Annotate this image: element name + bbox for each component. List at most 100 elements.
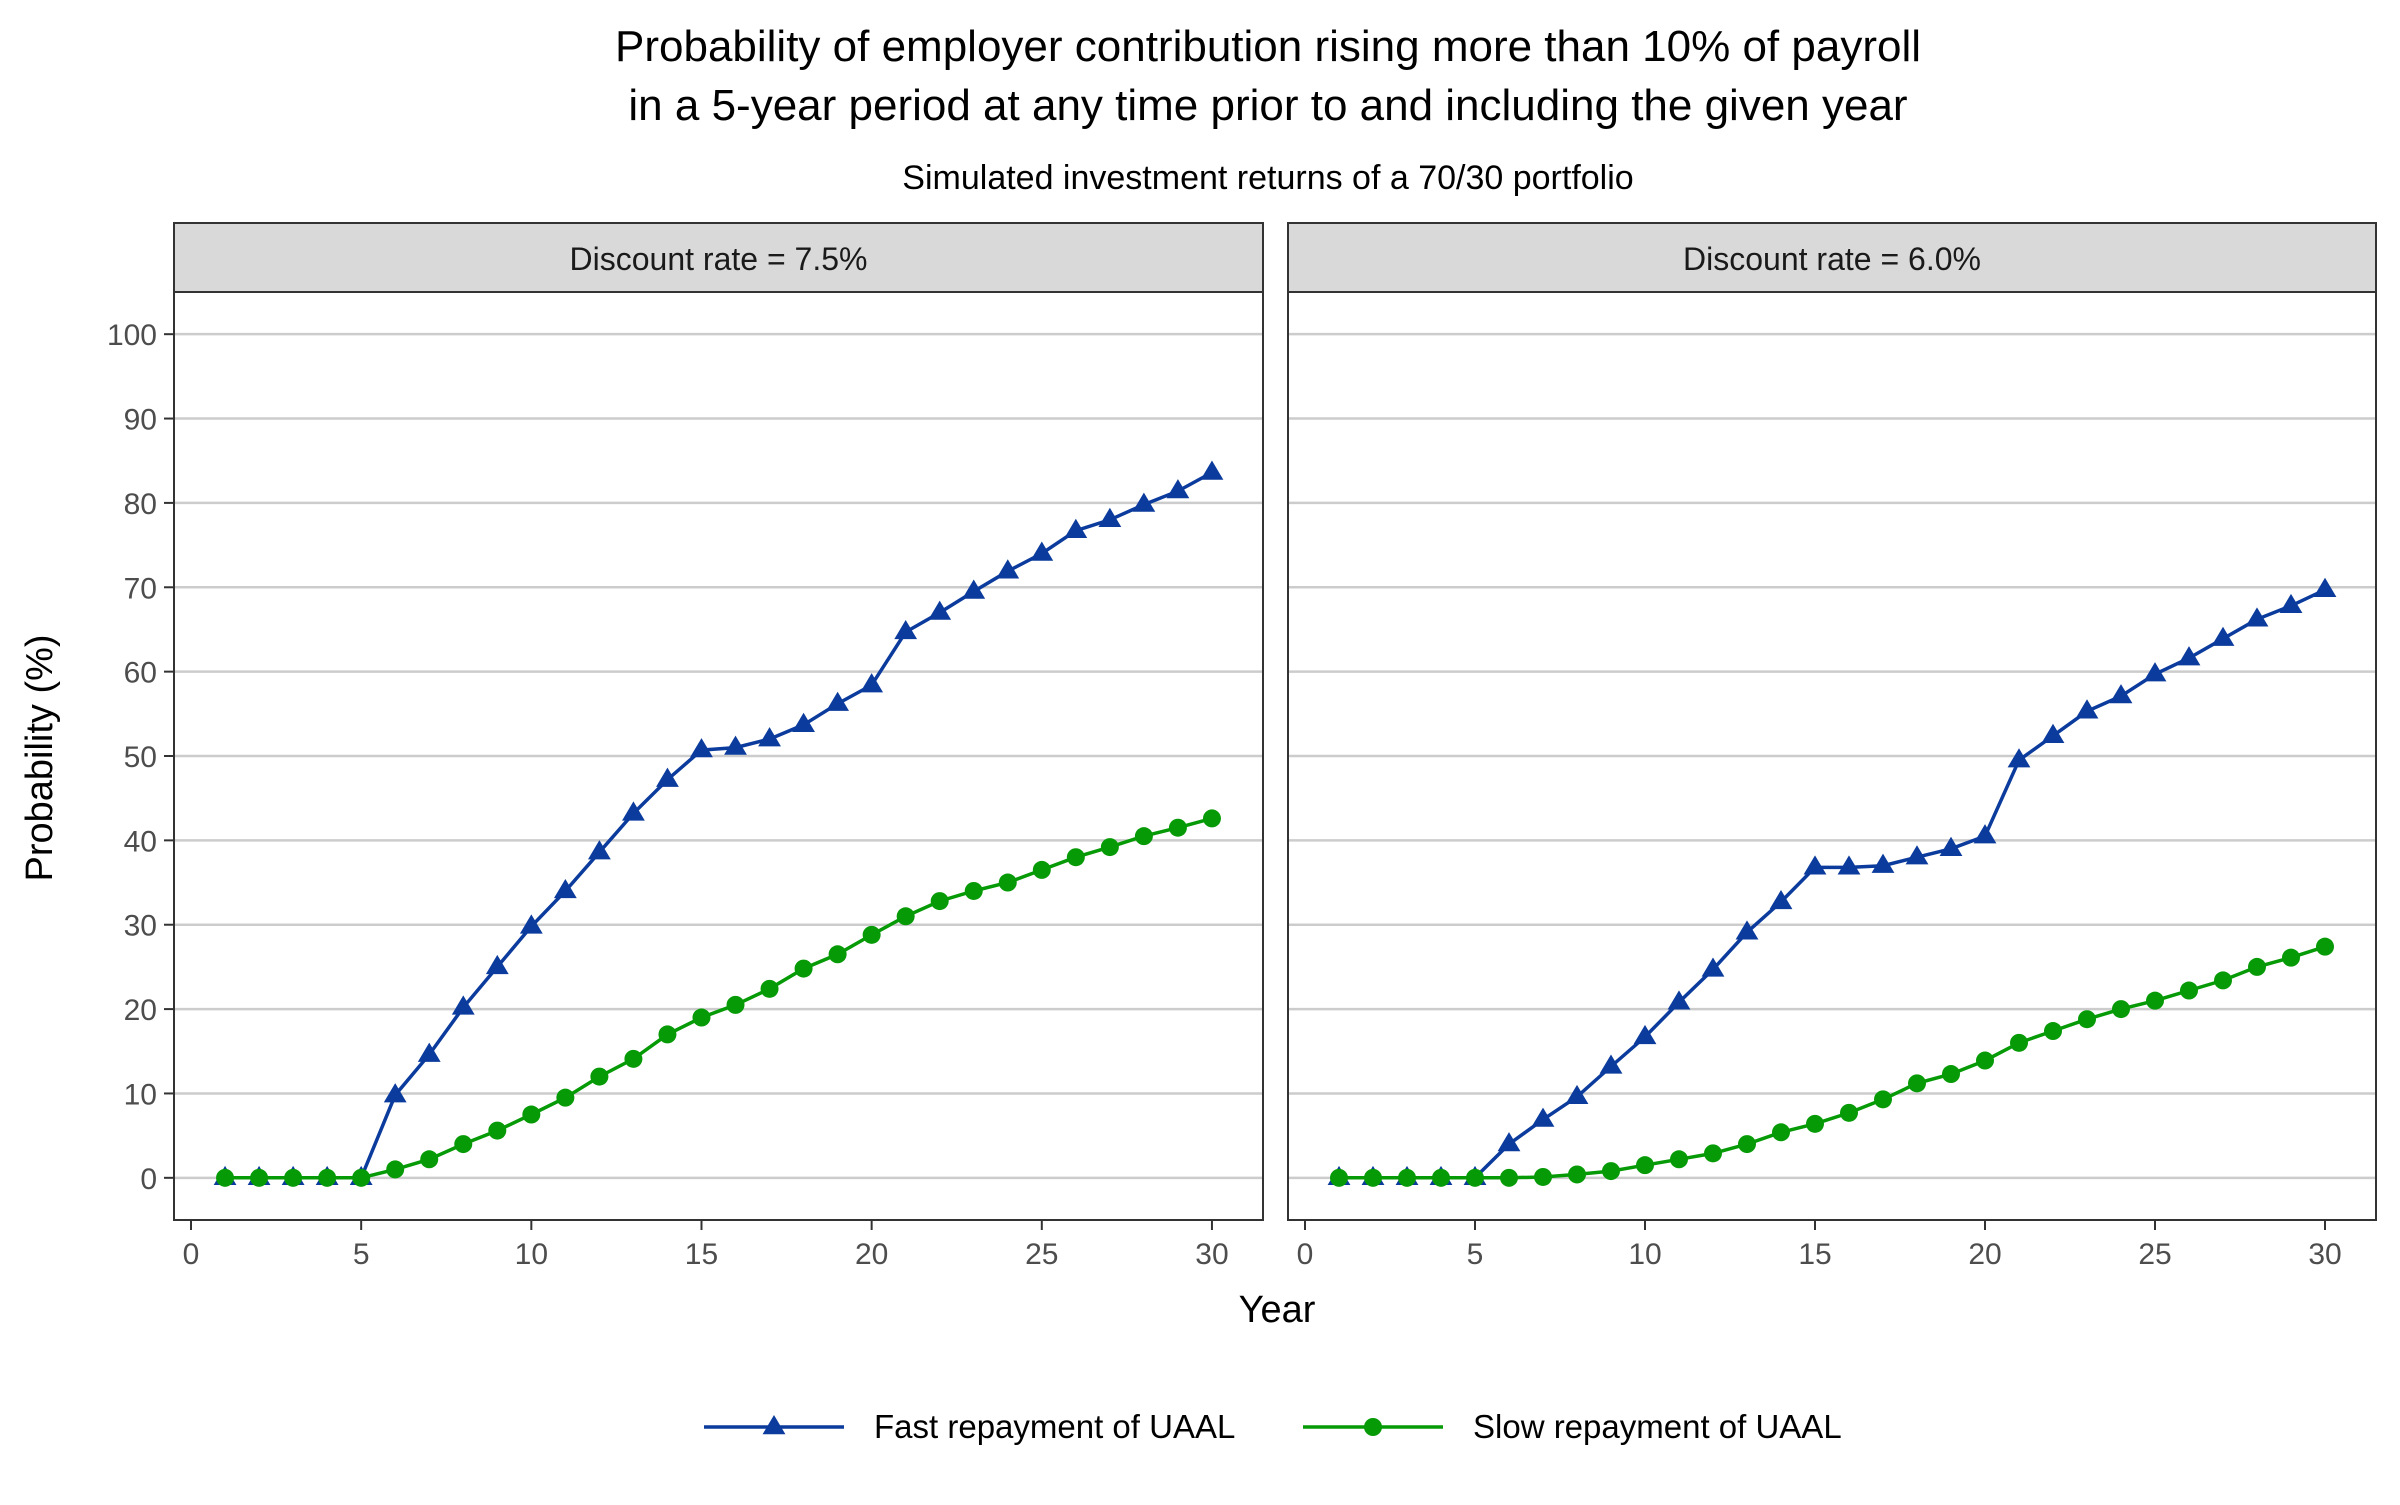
- data-point-circle: [2078, 1010, 2096, 1029]
- data-point-circle: [2214, 971, 2232, 990]
- y-tick-label: 50: [124, 741, 157, 774]
- data-point-circle: [488, 1121, 507, 1140]
- data-point-circle: [1806, 1114, 1824, 1133]
- data-point-circle: [454, 1135, 473, 1154]
- data-point-triangle: [1030, 541, 1054, 561]
- x-tick-label: 15: [1798, 1238, 1831, 1271]
- data-point-circle: [1738, 1135, 1756, 1154]
- data-point-circle: [2146, 991, 2164, 1010]
- data-point-triangle: [2313, 577, 2337, 598]
- legend: Fast repayment of UAAL Slow repayment of …: [704, 1408, 1842, 1445]
- data-point-circle: [1398, 1168, 1416, 1187]
- data-point-circle: [420, 1150, 439, 1169]
- series-fast: [213, 460, 1224, 1186]
- data-point-triangle: [860, 673, 884, 693]
- legend-label: Fast repayment of UAAL: [874, 1408, 1235, 1445]
- x-tick-label: 10: [1628, 1238, 1661, 1271]
- data-point-circle: [2248, 957, 2266, 976]
- legend-marker-circle: [1364, 1418, 1382, 1436]
- x-tick-label: 25: [2138, 1238, 2171, 1271]
- data-point-triangle: [2041, 723, 2065, 743]
- data-point-circle: [998, 873, 1017, 892]
- chart-title-line-2: in a 5-year period at any time prior to …: [628, 81, 1907, 130]
- panels-layer: Discount rate = 7.5% 0 5 10 15 20 25 30 0 10 20 30 4…: [107, 222, 2377, 1271]
- data-point-triangle: [826, 691, 850, 711]
- y-tick-label: 40: [124, 825, 157, 858]
- data-point-triangle: [1064, 518, 1088, 538]
- data-point-circle: [624, 1049, 643, 1068]
- data-point-triangle: [519, 914, 543, 934]
- data-point-circle: [2282, 948, 2300, 967]
- data-point-circle: [760, 979, 779, 998]
- data-point-circle: [1500, 1168, 1518, 1187]
- data-point-triangle: [928, 600, 952, 620]
- legend-label: Slow repayment of UAAL: [1473, 1408, 1842, 1445]
- data-point-circle: [1942, 1065, 1960, 1084]
- data-point-circle: [1976, 1051, 1994, 1070]
- panel-1: Discount rate = 7.5% 0 5 10 15 20 25 30 0 10 20 30 4…: [107, 222, 1264, 1271]
- data-point-triangle: [1098, 507, 1122, 527]
- data-point-circle: [1534, 1167, 1552, 1186]
- data-point-triangle: [1837, 855, 1861, 875]
- data-point-triangle: [1132, 492, 1156, 512]
- data-point-circle: [896, 907, 915, 926]
- chart-title-line-1: Probability of employer contribution ris…: [615, 22, 1921, 71]
- data-point-triangle: [485, 954, 509, 975]
- data-point-circle: [1636, 1156, 1654, 1175]
- y-tick-label: 60: [124, 657, 157, 690]
- y-tick-label: 0: [140, 1163, 157, 1196]
- data-point-triangle: [2245, 607, 2269, 627]
- data-point-circle: [828, 945, 847, 964]
- data-point-triangle: [1497, 1132, 1521, 1152]
- x-axis-label: Year: [1239, 1289, 1316, 1331]
- data-point-triangle: [1531, 1107, 1555, 1127]
- data-point-circle: [1432, 1168, 1450, 1187]
- data-point-circle: [692, 1008, 711, 1027]
- data-point-circle: [1168, 818, 1187, 837]
- data-point-circle: [1466, 1168, 1484, 1187]
- data-point-triangle: [962, 579, 986, 599]
- data-point-circle: [794, 959, 813, 978]
- data-point-triangle: [1701, 957, 1725, 977]
- x-tick-label: 25: [1025, 1238, 1058, 1271]
- x-tick-label: 20: [1968, 1238, 2001, 1271]
- panel-border: [1287, 291, 2377, 1221]
- data-point-circle: [2010, 1033, 2028, 1052]
- series-line: [225, 816, 1213, 1180]
- data-point-triangle: [622, 801, 645, 821]
- x-tick-label: 30: [2308, 1238, 2341, 1271]
- data-point-triangle: [2075, 699, 2099, 719]
- data-point-triangle: [1803, 855, 1827, 875]
- data-point-triangle: [1939, 836, 1963, 856]
- data-point-triangle: [1667, 990, 1691, 1010]
- data-point-circle: [658, 1025, 677, 1044]
- data-point-circle: [1874, 1090, 1892, 1109]
- data-point-circle: [386, 1160, 405, 1179]
- legend-item-fast: Fast repayment of UAAL: [704, 1408, 1235, 1445]
- x-tick-label: 15: [685, 1238, 718, 1271]
- panel-strip-label: Discount rate = 7.5%: [570, 241, 868, 277]
- data-point-triangle: [417, 1042, 441, 1062]
- y-tick-label: 80: [124, 488, 157, 521]
- data-point-triangle: [1735, 920, 1759, 940]
- data-point-circle: [1134, 827, 1153, 846]
- data-point-circle: [1670, 1150, 1688, 1169]
- data-point-triangle: [1599, 1054, 1623, 1074]
- data-point-triangle: [383, 1083, 407, 1103]
- series-line: [1339, 945, 2326, 1180]
- data-point-circle: [2044, 1022, 2062, 1041]
- data-point-circle: [284, 1168, 303, 1187]
- data-point-circle: [2316, 937, 2334, 956]
- data-point-circle: [1330, 1168, 1348, 1187]
- data-point-circle: [862, 925, 881, 944]
- data-point-circle: [1066, 848, 1085, 867]
- panel-strip-label: Discount rate = 6.0%: [1683, 241, 1981, 277]
- x-tick-label: 20: [855, 1238, 888, 1271]
- x-tick-label: 30: [1195, 1238, 1228, 1271]
- x-tick-label: 5: [353, 1238, 370, 1271]
- data-point-triangle: [2211, 626, 2235, 646]
- data-point-circle: [318, 1168, 337, 1187]
- data-point-triangle: [656, 767, 679, 787]
- data-point-triangle: [587, 840, 611, 860]
- data-point-triangle: [1565, 1084, 1589, 1105]
